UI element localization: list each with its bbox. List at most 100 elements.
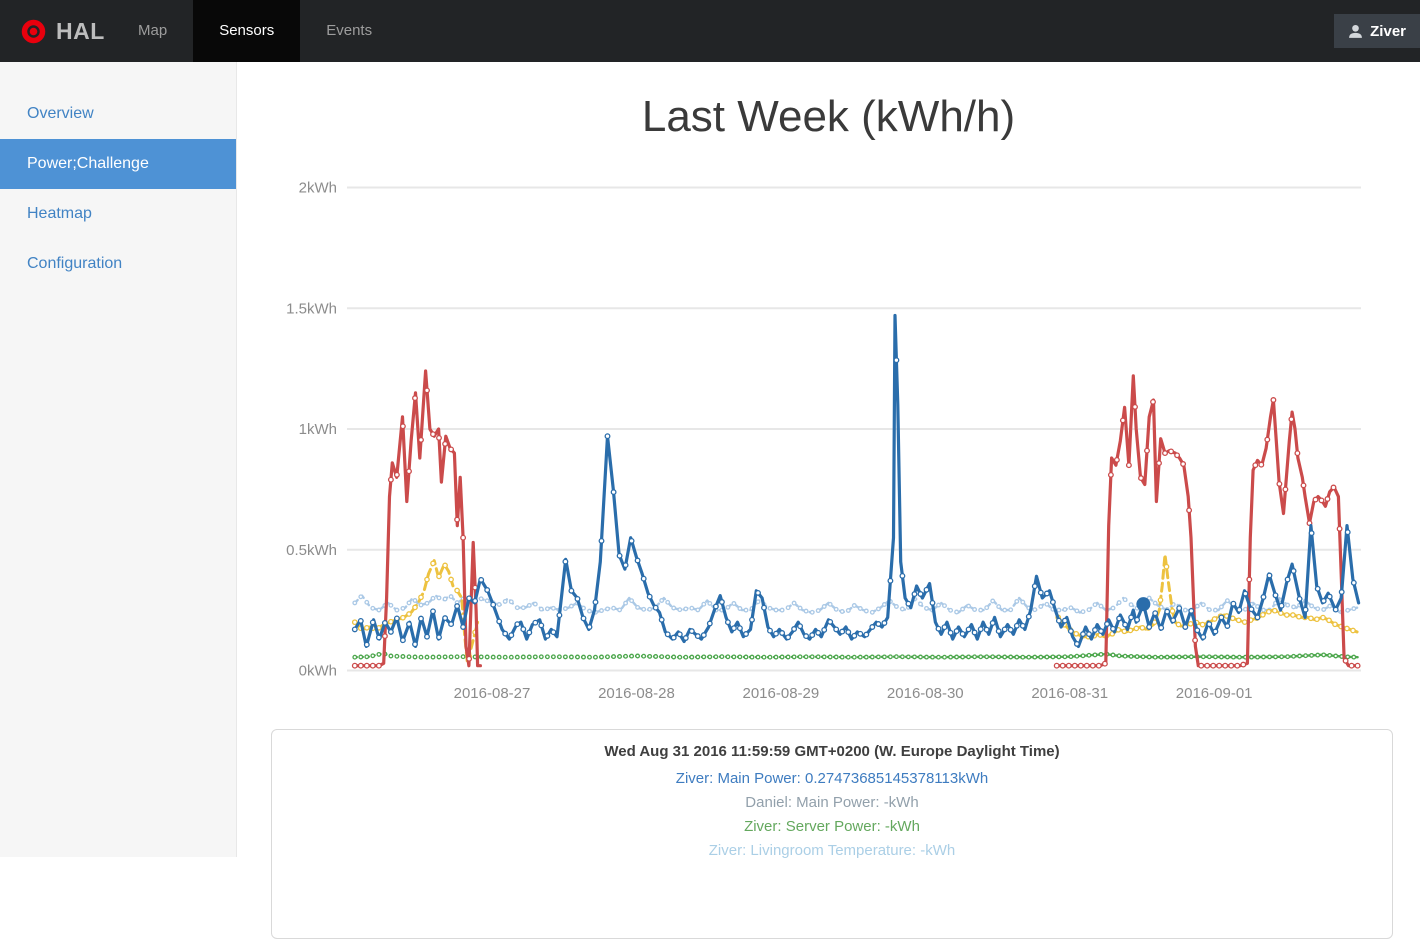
data-point-marker <box>1182 624 1189 630</box>
data-point-marker <box>918 601 923 607</box>
data-point-marker <box>694 633 701 640</box>
data-point-marker <box>1278 602 1285 609</box>
sidebar-item-configuration[interactable]: Configuration <box>27 255 123 272</box>
data-point-marker <box>587 654 592 660</box>
data-point-marker <box>629 653 635 659</box>
tooltip-series-row-ziver-main-power: Ziver: Main Power: 0.27473685145378113kW… <box>675 770 989 787</box>
sidebar-item-heatmap[interactable]: Heatmap <box>27 205 92 222</box>
data-point-marker <box>689 605 695 611</box>
data-point-marker <box>1228 662 1235 669</box>
data-point-marker <box>1152 610 1159 617</box>
data-point-marker <box>1302 606 1309 613</box>
data-point-marker <box>899 572 906 579</box>
brand-home-link[interactable]: HAL <box>20 0 105 62</box>
line-chart[interactable]: 0kWh 0.5kWh 1kWh 1.5kWh 2kWh 2016-08-27 2016-0… <box>237 62 1420 722</box>
data-point-marker <box>478 596 484 602</box>
data-point-marker <box>442 440 449 447</box>
data-point-marker <box>418 615 424 622</box>
data-point-marker <box>1230 654 1236 660</box>
data-point-marker <box>978 654 984 660</box>
nav-item-events[interactable]: Events <box>326 22 373 39</box>
data-point-marker <box>598 537 605 544</box>
data-point-marker <box>399 637 406 644</box>
data-point-marker <box>592 599 599 606</box>
data-point-marker <box>1252 462 1259 469</box>
data-point-marker <box>544 632 551 639</box>
data-point-marker <box>833 654 839 660</box>
data-point-marker <box>436 634 442 641</box>
data-point-marker <box>815 654 821 660</box>
data-point-marker <box>706 620 713 627</box>
data-point-marker <box>959 630 966 637</box>
nav-item-sensors[interactable]: Sensors <box>193 0 301 62</box>
data-point-marker <box>1080 631 1086 638</box>
data-point-marker <box>412 654 418 660</box>
data-point-marker <box>363 641 370 648</box>
data-point-marker <box>363 662 370 669</box>
data-point-marker <box>893 357 900 364</box>
data-point-marker <box>665 599 671 605</box>
data-point-marker <box>1345 654 1351 660</box>
user-menu-button[interactable]: Ziver <box>1334 14 1420 48</box>
data-point-marker <box>1246 576 1253 583</box>
data-point-marker <box>839 609 845 614</box>
data-point-marker <box>1350 579 1357 586</box>
data-point-marker <box>641 653 647 659</box>
data-point-marker <box>1080 653 1086 659</box>
data-point-marker <box>1122 621 1129 628</box>
data-point-marker <box>1128 602 1134 608</box>
data-point-marker <box>1068 605 1074 611</box>
data-point-marker <box>839 628 846 635</box>
data-point-marker <box>695 654 701 660</box>
data-point-marker <box>827 601 833 607</box>
data-point-marker <box>1314 616 1320 623</box>
data-point-marker <box>448 594 454 600</box>
data-point-marker <box>544 606 550 612</box>
data-point-marker <box>1092 652 1098 658</box>
data-point-marker <box>1332 621 1338 628</box>
data-point-marker <box>731 654 737 660</box>
data-point-marker <box>442 562 448 569</box>
data-point-marker <box>797 605 803 611</box>
sidebar-item-power-challenge[interactable]: Power;Challenge <box>0 139 236 189</box>
data-point-marker <box>1283 612 1290 618</box>
data-point-marker <box>899 606 905 612</box>
data-point-marker <box>538 654 544 660</box>
data-point-marker <box>1194 627 1201 634</box>
data-point-marker <box>490 654 496 660</box>
data-point-marker <box>375 634 382 641</box>
data-point-marker <box>1008 654 1014 660</box>
data-point-marker <box>670 634 677 641</box>
data-point-marker <box>1235 617 1242 624</box>
data-point-marker <box>893 604 899 609</box>
data-point-marker <box>550 629 557 636</box>
data-point-marker <box>700 632 707 639</box>
data-point-marker <box>635 604 641 610</box>
sidebar-item-overview[interactable]: Overview <box>27 105 94 122</box>
data-point-marker <box>869 654 875 660</box>
data-point-marker <box>924 605 929 611</box>
data-point-marker <box>1128 614 1135 621</box>
data-point-marker <box>357 662 364 669</box>
nav-item-map[interactable]: Map <box>138 22 168 39</box>
data-point-marker <box>821 604 827 609</box>
data-point-marker <box>857 606 863 611</box>
data-point-marker <box>418 602 424 608</box>
data-point-marker <box>815 608 821 614</box>
data-point-marker <box>605 606 610 612</box>
data-point-marker <box>1067 628 1074 635</box>
data-point-marker <box>1133 625 1140 632</box>
data-point-marker <box>803 608 809 614</box>
data-point-marker <box>364 599 370 605</box>
data-point-marker <box>406 621 412 628</box>
data-point-marker <box>1222 662 1229 669</box>
data-point-marker <box>761 654 767 660</box>
data-point-marker <box>484 598 490 604</box>
data-point-marker <box>436 573 442 580</box>
data-point-marker <box>953 628 960 635</box>
data-point-marker <box>387 628 394 635</box>
data-point-marker <box>743 607 749 613</box>
data-point-marker <box>707 654 713 660</box>
data-point-marker <box>658 616 665 623</box>
data-point-marker <box>376 607 382 613</box>
